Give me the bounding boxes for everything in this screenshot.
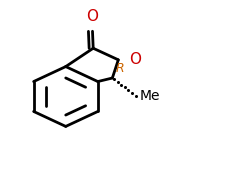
Text: O: O [87, 9, 98, 24]
Text: Me: Me [140, 89, 160, 103]
Text: O: O [129, 52, 141, 67]
Text: R: R [115, 62, 124, 75]
